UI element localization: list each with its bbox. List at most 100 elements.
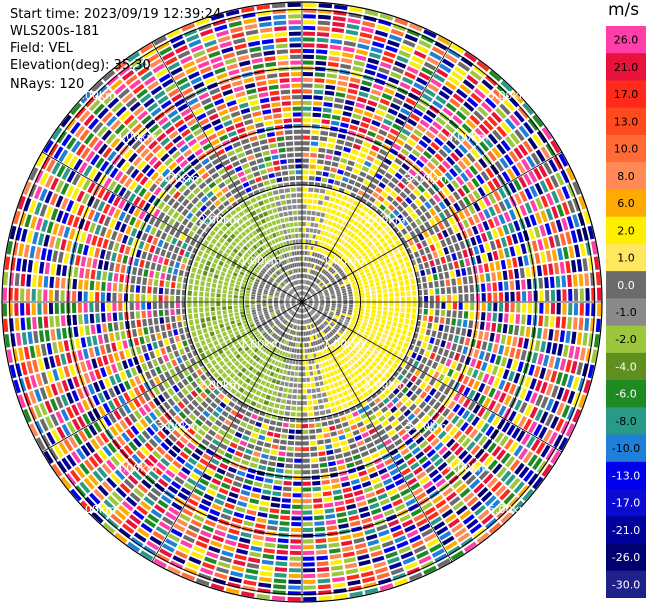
- velocity-gate: [281, 498, 291, 503]
- velocity-gate: [331, 319, 337, 324]
- velocity-gate: [292, 504, 302, 509]
- velocity-gate: [493, 390, 502, 401]
- velocity-gate: [388, 250, 394, 257]
- velocity-gate: [357, 231, 363, 237]
- velocity-gate: [373, 248, 379, 254]
- velocity-gate: [491, 272, 497, 282]
- velocity-gate: [405, 336, 411, 343]
- velocity-gate: [308, 304, 312, 307]
- velocity-gate: [227, 302, 232, 306]
- velocity-gate: [532, 114, 544, 128]
- velocity-gate: [481, 341, 488, 351]
- velocity-gate: [315, 60, 327, 66]
- velocity-gate: [305, 233, 309, 238]
- velocity-gate: [352, 284, 357, 289]
- velocity-gate: [303, 54, 314, 59]
- velocity-gate: [434, 41, 448, 51]
- velocity-gate: [329, 215, 335, 221]
- velocity-gate: [583, 210, 591, 225]
- velocity-gate: [322, 314, 327, 318]
- velocity-gate: [199, 312, 205, 318]
- velocity-gate: [361, 80, 373, 87]
- velocity-gate: [309, 269, 313, 274]
- velocity-gate: [298, 366, 302, 371]
- velocity-gate: [462, 79, 475, 90]
- velocity-gate: [359, 211, 366, 217]
- velocity-gate: [551, 206, 559, 219]
- velocity-gate: [498, 345, 505, 355]
- velocity-gate: [438, 324, 444, 332]
- velocity-gate: [383, 253, 389, 260]
- velocity-gate: [318, 309, 323, 312]
- velocity-gate: [374, 241, 381, 247]
- velocity-gate: [324, 290, 329, 294]
- velocity-gate: [250, 302, 255, 305]
- velocity-gate: [412, 290, 417, 296]
- velocity-gate: [336, 251, 342, 257]
- velocity-gate: [432, 121, 443, 131]
- velocity-gate: [302, 291, 304, 296]
- velocity-gate: [348, 179, 356, 185]
- velocity-gate: [384, 217, 392, 224]
- velocity-gate: [308, 176, 315, 181]
- velocity-gate: [326, 244, 331, 250]
- velocity-gate: [412, 308, 417, 314]
- velocity-gate: [562, 303, 567, 315]
- velocity-gate: [400, 148, 410, 157]
- velocity-gate: [321, 206, 327, 212]
- velocity-gate: [390, 102, 401, 111]
- velocity-gate: [72, 314, 78, 326]
- velocity-gate: [315, 428, 323, 434]
- velocity-gate: [437, 164, 447, 174]
- velocity-gate: [497, 367, 504, 378]
- velocity-gate: [308, 297, 312, 300]
- velocity-gate: [324, 310, 329, 314]
- velocity-gate: [354, 262, 360, 267]
- velocity-gate: [315, 217, 320, 222]
- velocity-gate: [400, 307, 405, 313]
- velocity-gate: [456, 232, 463, 242]
- velocity-gate: [418, 334, 424, 341]
- velocity-gate: [445, 102, 457, 113]
- velocity-gate: [413, 188, 421, 197]
- velocity-gate: [502, 270, 508, 280]
- velocity-gate: [325, 297, 330, 300]
- velocity-gate: [469, 165, 479, 176]
- velocity-gate: [359, 171, 367, 178]
- velocity-gate: [482, 119, 494, 131]
- velocity-gate: [567, 200, 576, 214]
- velocity-gate: [419, 170, 428, 179]
- velocity-gate: [331, 296, 336, 299]
- velocity-gate: [303, 302, 307, 303]
- velocity-gate: [390, 354, 396, 361]
- velocity-gate: [509, 246, 516, 257]
- velocity-gate: [511, 233, 519, 245]
- velocity-gate: [495, 261, 501, 271]
- velocity-gate: [544, 368, 552, 381]
- velocity-gate: [314, 299, 319, 301]
- velocity-gate: [402, 102, 414, 111]
- velocity-gate: [354, 307, 359, 311]
- velocity-gate: [369, 316, 375, 321]
- velocity-gate: [462, 196, 471, 206]
- velocity-gate: [306, 293, 309, 297]
- velocity-gate: [591, 241, 598, 255]
- velocity-gate: [353, 310, 359, 314]
- velocity-gate: [95, 302, 100, 312]
- velocity-gate: [370, 313, 376, 318]
- velocity-gate: [324, 264, 329, 269]
- velocity-gate: [25, 303, 31, 316]
- velocity-gate: [222, 298, 227, 302]
- velocity-gate: [380, 221, 387, 228]
- velocity-gate: [498, 214, 506, 225]
- velocity-gate: [534, 340, 541, 352]
- velocity-gate: [539, 367, 547, 380]
- velocity-gate: [188, 314, 193, 320]
- velocity-gate: [293, 481, 302, 486]
- velocity-gate: [304, 262, 306, 267]
- velocity-gate: [383, 158, 393, 166]
- velocity-gate: [553, 262, 560, 275]
- velocity-gate: [462, 184, 471, 194]
- velocity-gate: [314, 304, 319, 306]
- velocity-gate: [318, 292, 323, 295]
